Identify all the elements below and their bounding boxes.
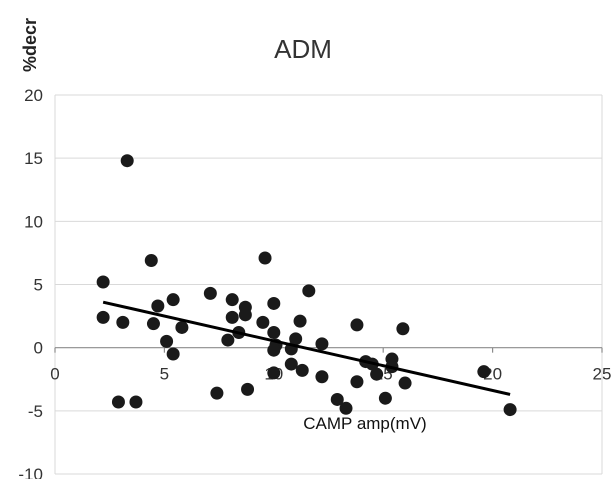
chart-title: ADM — [274, 34, 332, 64]
data-point-23 — [267, 326, 281, 340]
data-point-27 — [210, 386, 224, 400]
trendline-group — [102, 300, 511, 396]
x-axis-label: CAMP amp(mV) — [303, 414, 426, 433]
data-point-38 — [339, 401, 353, 415]
data-point-1 — [96, 275, 110, 289]
data-point-43 — [370, 367, 384, 381]
data-point-48 — [398, 376, 412, 390]
data-point-37 — [330, 392, 344, 406]
data-point-16 — [238, 308, 252, 322]
data-point-12 — [129, 395, 143, 409]
data-point-6 — [151, 299, 165, 313]
data-point-0 — [120, 154, 134, 168]
data-point-3 — [96, 310, 110, 324]
data-point-14 — [225, 293, 239, 307]
data-point-4 — [116, 315, 130, 329]
grid-lines — [54, 94, 603, 475]
data-point-13 — [203, 286, 217, 300]
tick-labels: -10-5051015200510152025 — [18, 86, 611, 479]
data-point-10 — [166, 347, 180, 361]
data-point-34 — [295, 363, 309, 377]
data-point-25 — [267, 343, 281, 357]
data-point-22 — [267, 296, 281, 310]
data-point-44 — [378, 391, 392, 405]
data-point-11 — [111, 395, 125, 409]
y-tick-label-5: 15 — [24, 149, 43, 168]
data-point-21 — [256, 315, 270, 329]
data-point-17 — [225, 310, 239, 324]
data-point-47 — [396, 322, 410, 336]
data-point-40 — [350, 375, 364, 389]
data-point-9 — [175, 320, 189, 334]
data-point-26 — [267, 366, 281, 380]
trendline — [102, 300, 511, 396]
data-point-2 — [144, 253, 158, 267]
x-tick-label-0: 0 — [50, 365, 59, 384]
data-point-19 — [221, 333, 235, 347]
data-point-28 — [241, 382, 255, 396]
data-points — [96, 154, 517, 417]
y-tick-label-2: 0 — [34, 339, 43, 358]
data-point-49 — [477, 365, 491, 379]
x-tick-label-1: 5 — [160, 365, 169, 384]
y-tick-label-0: -10 — [18, 465, 43, 479]
data-point-29 — [284, 357, 298, 371]
y-tick-label-6: 20 — [24, 86, 43, 105]
data-point-31 — [289, 332, 303, 346]
y-tick-label-3: 5 — [34, 276, 43, 295]
y-tick-label-4: 10 — [24, 212, 43, 231]
y-axis-label: %decr — [20, 18, 40, 72]
data-point-36 — [315, 370, 329, 384]
data-point-5 — [146, 317, 160, 331]
data-point-50 — [503, 403, 517, 417]
data-point-8 — [160, 334, 174, 348]
x-tick-label-5: 25 — [593, 365, 612, 384]
data-point-32 — [293, 314, 307, 328]
y-tick-label-1: -5 — [28, 402, 43, 421]
data-point-20 — [258, 251, 272, 265]
data-point-33 — [302, 284, 316, 298]
data-point-39 — [350, 318, 364, 332]
data-point-7 — [166, 293, 180, 307]
data-point-35 — [315, 337, 329, 351]
